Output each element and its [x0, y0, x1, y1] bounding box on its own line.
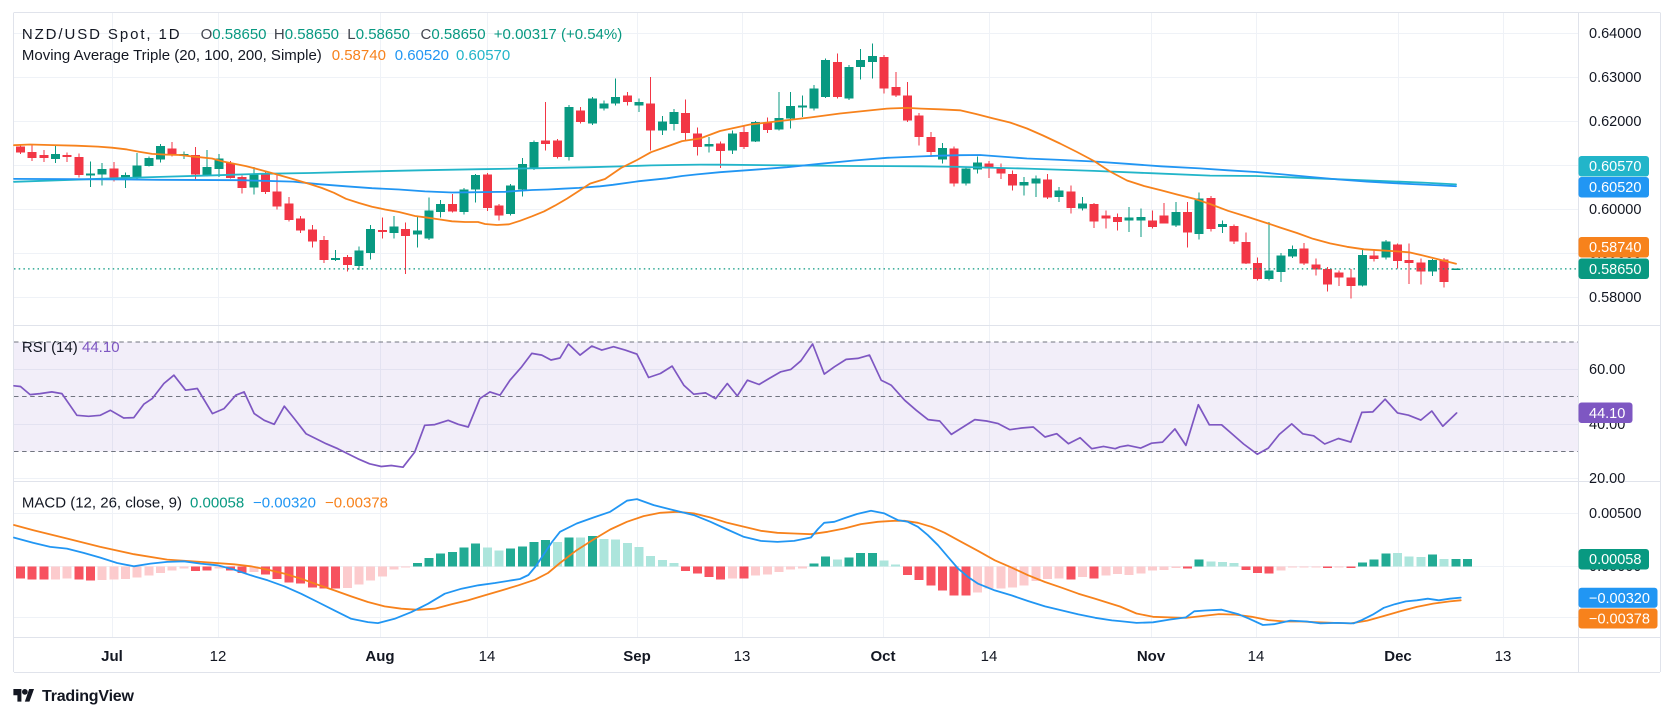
svg-text:0.60000: 0.60000 [1589, 202, 1641, 218]
svg-text:Jul: Jul [101, 648, 123, 665]
svg-text:13: 13 [1495, 648, 1512, 665]
svg-text:Nov: Nov [1137, 648, 1166, 665]
svg-text:14: 14 [1248, 648, 1265, 665]
svg-text:0.58650: 0.58650 [431, 26, 485, 43]
svg-text:0.60520: 0.60520 [1589, 180, 1641, 196]
svg-text:0.64000: 0.64000 [1589, 26, 1641, 42]
svg-text:0.60520: 0.60520 [395, 47, 449, 64]
svg-text:0.58650: 0.58650 [1589, 262, 1641, 278]
svg-text:0.63000: 0.63000 [1589, 70, 1641, 86]
svg-text:0.58740: 0.58740 [332, 47, 386, 64]
svg-text:13: 13 [734, 648, 751, 665]
svg-text:0.00058: 0.00058 [190, 495, 244, 512]
svg-text:Dec: Dec [1384, 648, 1412, 665]
svg-text:Moving Average Triple (20, 100: Moving Average Triple (20, 100, 200, Sim… [22, 47, 322, 64]
svg-text:0.00058: 0.00058 [1589, 552, 1641, 568]
svg-text:0.60570: 0.60570 [1589, 159, 1641, 175]
svg-text:12: 12 [210, 648, 227, 665]
svg-text:44.10: 44.10 [1589, 406, 1625, 422]
svg-text:0.00500: 0.00500 [1589, 506, 1641, 522]
svg-text:O: O [201, 26, 213, 43]
svg-text:0.60570: 0.60570 [456, 47, 510, 64]
svg-text:−0.00320: −0.00320 [1589, 591, 1650, 607]
svg-text:−0.00378: −0.00378 [325, 495, 388, 512]
svg-text:0.58650: 0.58650 [285, 26, 339, 43]
svg-text:Oct: Oct [870, 648, 895, 665]
svg-text:Sep: Sep [623, 648, 651, 665]
svg-text:−0.00378: −0.00378 [1589, 612, 1650, 628]
svg-text:H: H [274, 26, 285, 43]
svg-text:14: 14 [479, 648, 496, 665]
svg-text:MACD (12, 26, close, 9): MACD (12, 26, close, 9) [22, 495, 182, 512]
svg-text:14: 14 [981, 648, 998, 665]
svg-text:44.10: 44.10 [82, 339, 120, 356]
svg-text:L: L [347, 26, 355, 43]
svg-text:−0.00320: −0.00320 [253, 495, 316, 512]
svg-text:0.58000: 0.58000 [1589, 290, 1641, 306]
svg-text:0.62000: 0.62000 [1589, 114, 1641, 130]
svg-text:+0.00317 (+0.54%): +0.00317 (+0.54%) [494, 26, 622, 43]
svg-text:NZD/USD Spot, 1D: NZD/USD Spot, 1D [22, 26, 182, 43]
svg-text:TradingView: TradingView [42, 688, 135, 705]
svg-text:C: C [421, 26, 432, 43]
svg-text:60.00: 60.00 [1589, 362, 1625, 378]
svg-text:0.58740: 0.58740 [1589, 240, 1641, 256]
svg-text:20.00: 20.00 [1589, 471, 1625, 487]
svg-text:0.58650: 0.58650 [212, 26, 266, 43]
svg-text:RSI (14): RSI (14) [22, 339, 78, 356]
svg-text:Aug: Aug [365, 648, 394, 665]
svg-text:0.58650: 0.58650 [356, 26, 410, 43]
